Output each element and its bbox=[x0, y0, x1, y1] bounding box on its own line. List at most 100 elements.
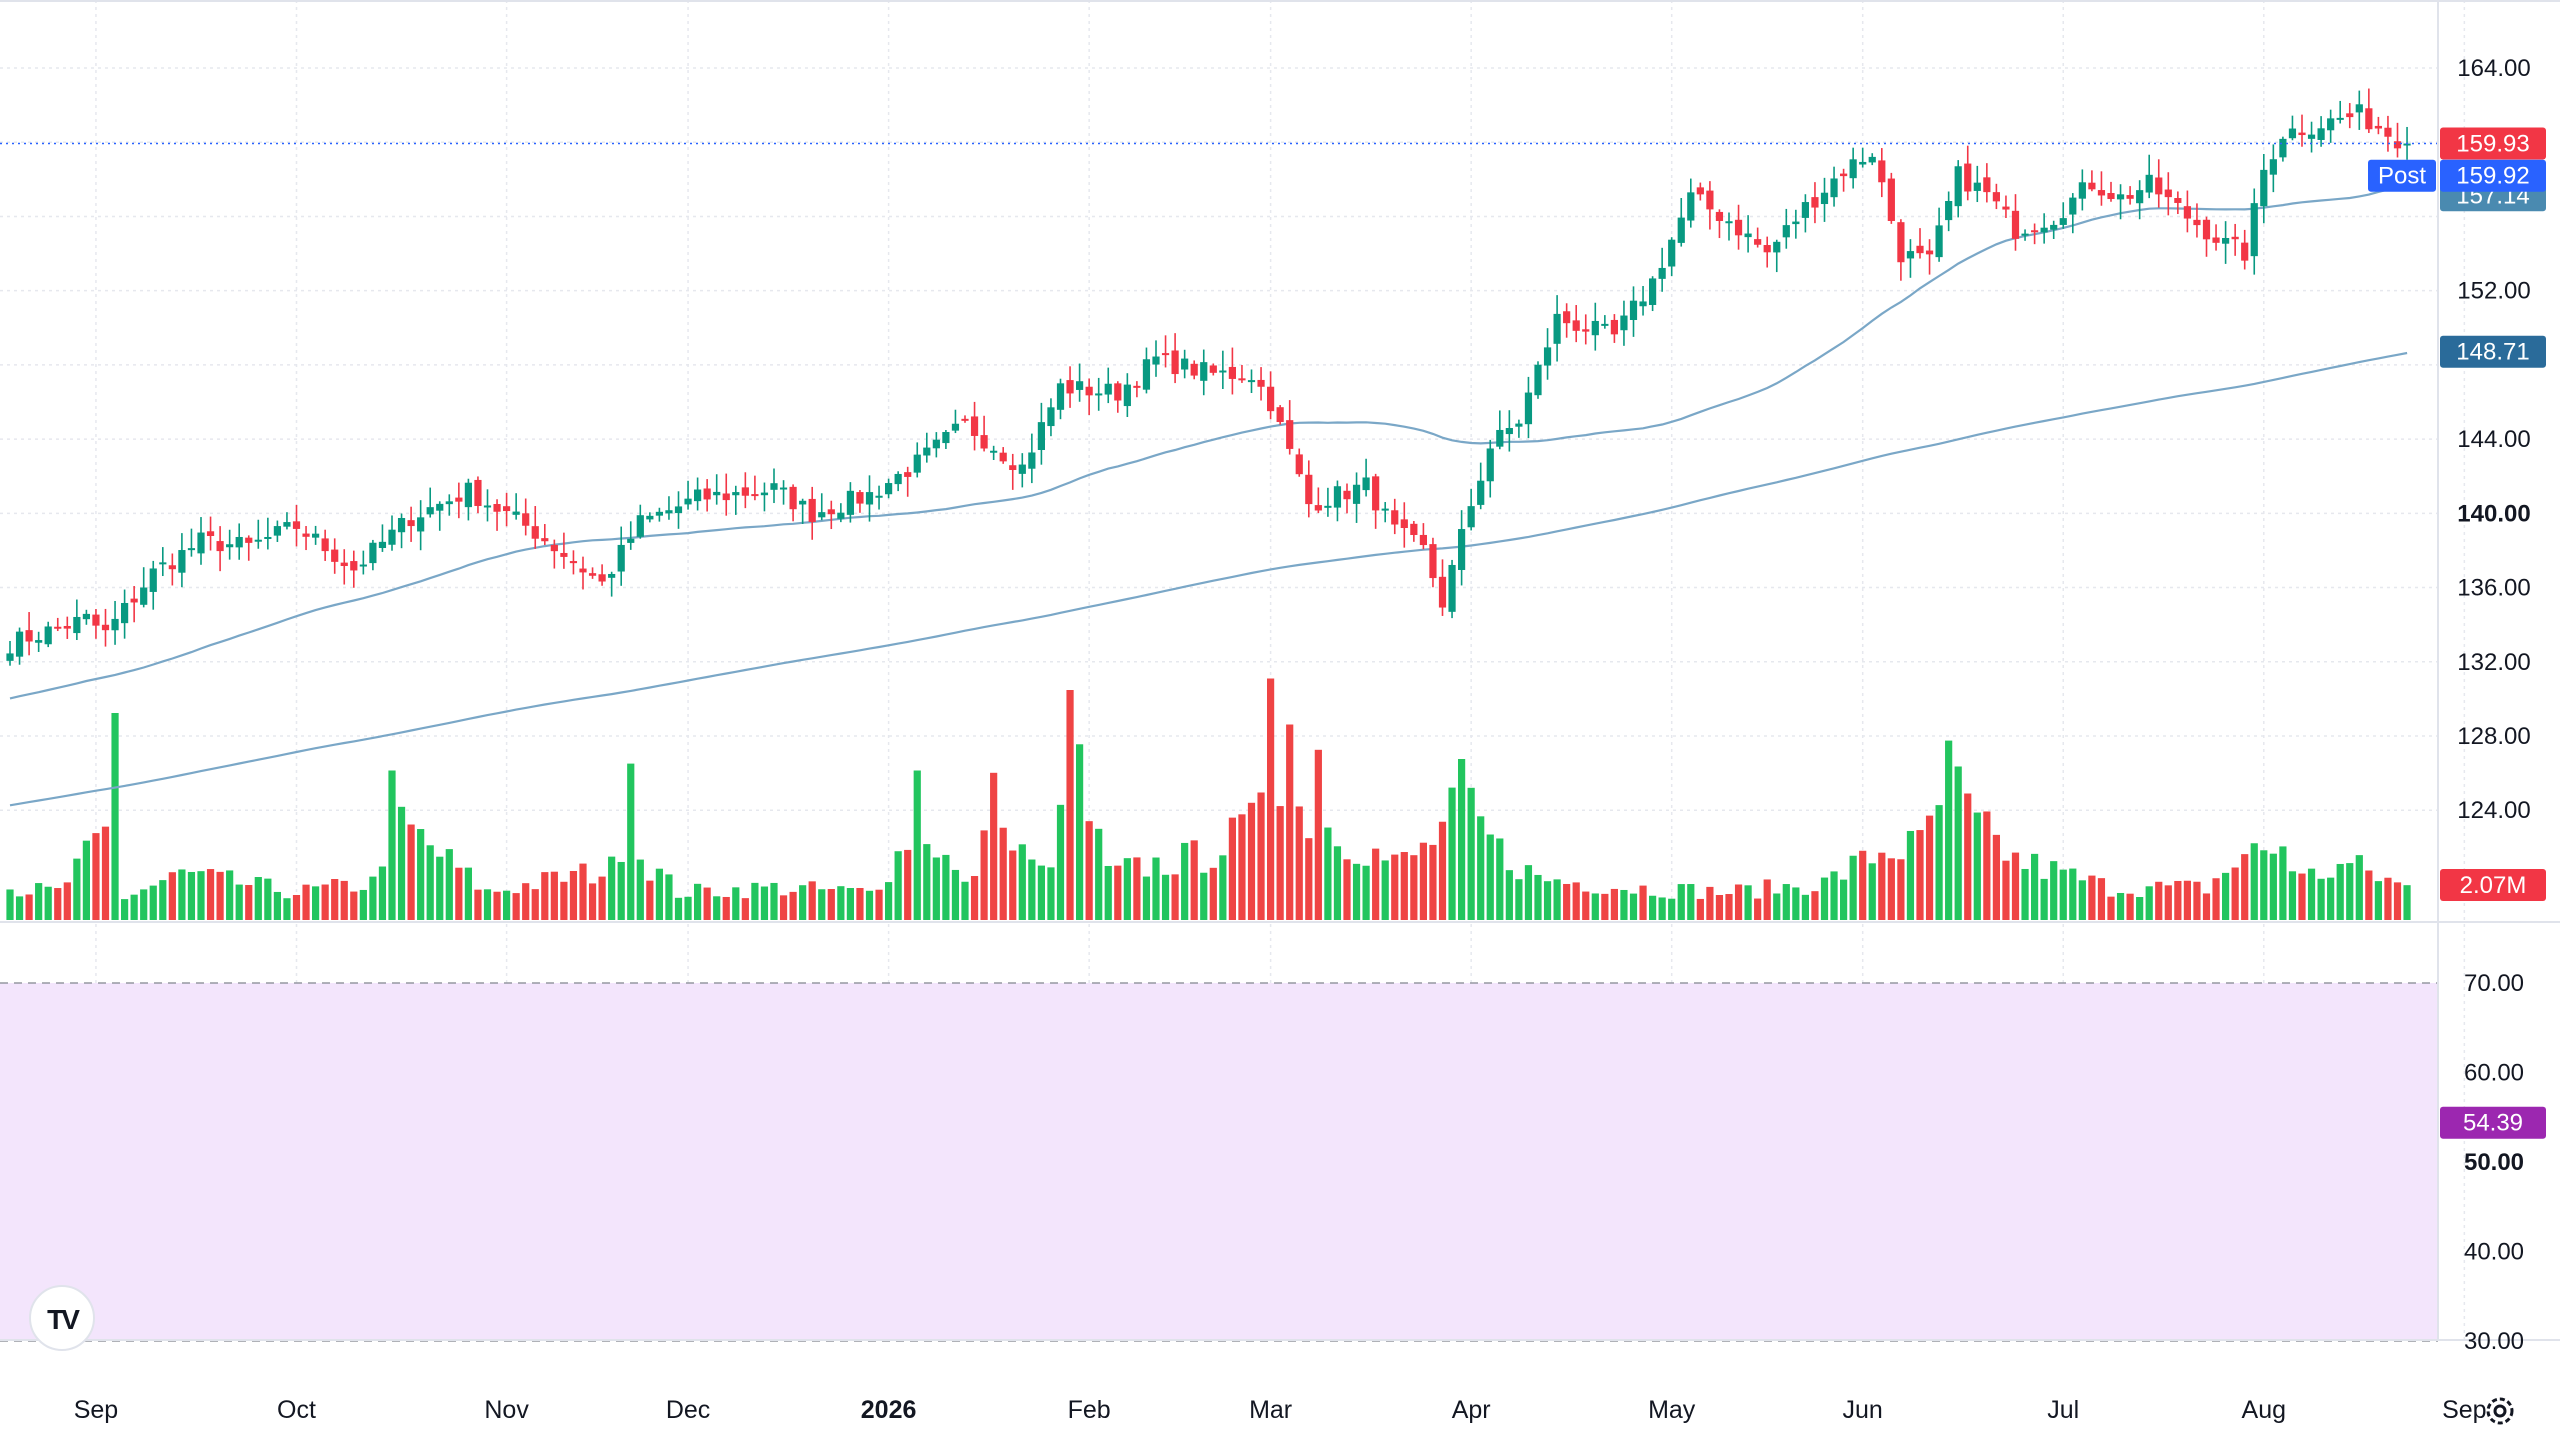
candle[interactable] bbox=[894, 471, 902, 492]
candle[interactable] bbox=[2069, 193, 2077, 234]
candle[interactable] bbox=[646, 512, 654, 523]
candle[interactable] bbox=[1992, 183, 2000, 210]
candle[interactable] bbox=[2288, 115, 2297, 141]
candle[interactable] bbox=[235, 523, 243, 560]
candle[interactable] bbox=[15, 627, 24, 665]
gear-icon[interactable] bbox=[2486, 1397, 2514, 1425]
candle[interactable] bbox=[1925, 239, 1934, 275]
candle[interactable] bbox=[789, 484, 797, 522]
candle[interactable] bbox=[1563, 303, 1571, 338]
candle[interactable] bbox=[1352, 472, 1361, 523]
candle[interactable] bbox=[751, 475, 759, 501]
candle[interactable] bbox=[1620, 300, 1628, 346]
candle[interactable] bbox=[827, 500, 835, 530]
candle[interactable] bbox=[522, 498, 530, 536]
candle[interactable] bbox=[1429, 537, 1437, 588]
candle[interactable] bbox=[1276, 405, 1284, 425]
candle[interactable] bbox=[2097, 171, 2106, 206]
candle[interactable] bbox=[1524, 376, 1533, 439]
candlesticks[interactable] bbox=[6, 88, 2411, 666]
candle[interactable] bbox=[340, 549, 348, 585]
candle[interactable] bbox=[818, 493, 826, 521]
candle[interactable] bbox=[1324, 487, 1332, 517]
candle[interactable] bbox=[2374, 116, 2382, 135]
candle[interactable] bbox=[1018, 453, 1026, 488]
candle[interactable] bbox=[283, 512, 291, 530]
candle[interactable] bbox=[63, 616, 71, 639]
candle[interactable] bbox=[1887, 172, 1895, 224]
candle[interactable] bbox=[378, 524, 387, 552]
candle[interactable] bbox=[206, 516, 215, 551]
candle[interactable] bbox=[980, 415, 988, 452]
candle[interactable] bbox=[121, 589, 129, 639]
candle[interactable] bbox=[2202, 216, 2211, 257]
candle[interactable] bbox=[101, 608, 110, 647]
candle[interactable] bbox=[187, 528, 196, 557]
candle[interactable] bbox=[1639, 285, 1647, 316]
candle[interactable] bbox=[25, 612, 33, 656]
candle[interactable] bbox=[1973, 165, 1981, 203]
candle[interactable] bbox=[1515, 419, 1523, 438]
candle[interactable] bbox=[2183, 190, 2191, 233]
candle[interactable] bbox=[1247, 369, 1256, 394]
candle[interactable] bbox=[1028, 433, 1036, 484]
candle[interactable] bbox=[273, 520, 281, 542]
candle[interactable] bbox=[503, 492, 511, 527]
candle[interactable] bbox=[44, 621, 52, 648]
price-axis[interactable]: 164.00 152.00 144.00 140.00 136.00 132.00 128.… bbox=[2457, 55, 2530, 824]
candle[interactable] bbox=[2107, 181, 2115, 202]
candle[interactable] bbox=[1859, 147, 1867, 168]
candle[interactable] bbox=[493, 499, 501, 531]
candle[interactable] bbox=[1123, 373, 1131, 418]
candle[interactable] bbox=[1238, 364, 1246, 383]
candle[interactable] bbox=[1868, 153, 1876, 166]
candle[interactable] bbox=[808, 486, 816, 540]
candle[interactable] bbox=[961, 415, 969, 423]
candle[interactable] bbox=[588, 567, 597, 579]
candle[interactable] bbox=[550, 539, 558, 569]
candle[interactable] bbox=[2002, 195, 2010, 218]
candle[interactable] bbox=[1133, 381, 1141, 398]
candle[interactable] bbox=[407, 506, 415, 542]
candle[interactable] bbox=[2298, 114, 2306, 147]
candle[interactable] bbox=[1543, 328, 1552, 380]
candle[interactable] bbox=[2059, 202, 2067, 229]
candle[interactable] bbox=[1610, 314, 1618, 343]
candle[interactable] bbox=[1477, 462, 1485, 510]
candle[interactable] bbox=[1267, 371, 1275, 420]
candle[interactable] bbox=[913, 442, 921, 478]
candle[interactable] bbox=[426, 487, 434, 518]
candle[interactable] bbox=[1906, 239, 1915, 278]
candle[interactable] bbox=[1066, 366, 1074, 408]
candle[interactable] bbox=[2021, 229, 2029, 241]
candle[interactable] bbox=[932, 432, 940, 458]
candle[interactable] bbox=[1458, 510, 1466, 586]
candle[interactable] bbox=[1391, 498, 1399, 535]
candle[interactable] bbox=[865, 475, 874, 522]
candle[interactable] bbox=[1706, 181, 1714, 230]
candle[interactable] bbox=[397, 513, 406, 549]
candle[interactable] bbox=[1257, 367, 1265, 401]
candle[interactable] bbox=[1534, 361, 1542, 399]
candle[interactable] bbox=[1085, 378, 1093, 416]
candle[interactable] bbox=[1305, 460, 1313, 518]
candle[interactable] bbox=[2250, 188, 2258, 275]
candle[interactable] bbox=[1152, 340, 1160, 377]
candle[interactable] bbox=[2393, 122, 2402, 158]
candle[interactable] bbox=[92, 609, 100, 639]
candle[interactable] bbox=[1591, 302, 1599, 351]
candle[interactable] bbox=[1171, 333, 1179, 384]
candle[interactable] bbox=[1744, 215, 1752, 253]
candle[interactable] bbox=[627, 521, 635, 550]
candle[interactable] bbox=[799, 498, 807, 524]
candle[interactable] bbox=[2336, 100, 2344, 124]
candle[interactable] bbox=[1649, 276, 1657, 312]
candle[interactable] bbox=[1773, 239, 1781, 273]
candle[interactable] bbox=[2365, 88, 2373, 133]
candle[interactable] bbox=[197, 517, 205, 565]
candle[interactable] bbox=[2164, 172, 2172, 216]
candle[interactable] bbox=[1314, 487, 1322, 514]
candle[interactable] bbox=[569, 550, 578, 575]
candle[interactable] bbox=[1935, 207, 1943, 262]
candle[interactable] bbox=[2222, 221, 2230, 264]
